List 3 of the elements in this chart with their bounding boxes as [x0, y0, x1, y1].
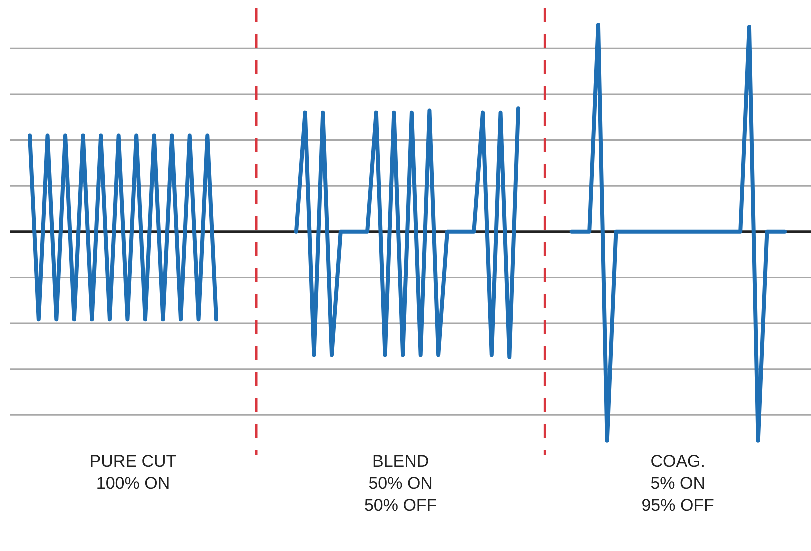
text: BLEND 50% ON 50% OFF [364, 452, 438, 515]
text: COAG. 5% ON 95% OFF [642, 452, 714, 515]
text: PURE CUT 100% ON [90, 452, 177, 493]
